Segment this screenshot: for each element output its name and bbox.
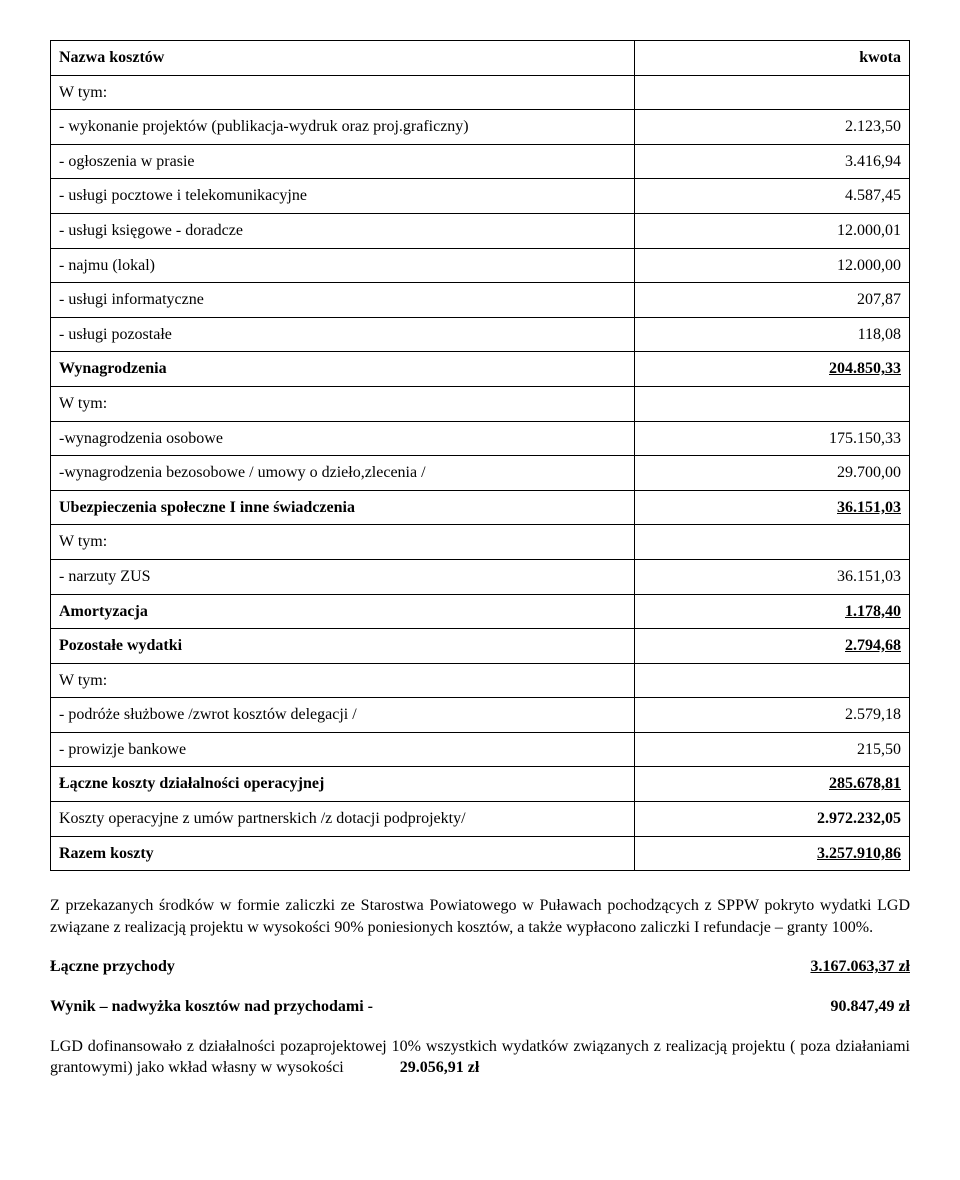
- row-label: - usługi informatyczne: [51, 283, 635, 318]
- row-value: [635, 663, 910, 698]
- row-value: 3.416,94: [635, 144, 910, 179]
- row-value: 175.150,33: [635, 421, 910, 456]
- table-row: - podróże służbowe /zwrot kosztów delega…: [51, 698, 910, 733]
- table-row: W tym:: [51, 75, 910, 110]
- row-value: 215,50: [635, 732, 910, 767]
- header-name: Nazwa kosztów: [51, 41, 635, 76]
- row-value: 29.700,00: [635, 456, 910, 491]
- row-value: 12.000,01: [635, 213, 910, 248]
- table-row: Łączne koszty działalności operacyjnej28…: [51, 767, 910, 802]
- row-value: 2.123,50: [635, 110, 910, 145]
- row-value: 2.972.232,05: [635, 802, 910, 837]
- table-row: - usługi informatyczne207,87: [51, 283, 910, 318]
- row-value: 118,08: [635, 317, 910, 352]
- row-label: Amortyzacja: [51, 594, 635, 629]
- row-label: -wynagrodzenia bezosobowe / umowy o dzie…: [51, 456, 635, 491]
- row-label: - ogłoszenia w prasie: [51, 144, 635, 179]
- table-row: - prowizje bankowe215,50: [51, 732, 910, 767]
- paragraph-1: Z przekazanych środków w formie zaliczki…: [50, 895, 910, 938]
- table-row: - usługi pozostałe118,08: [51, 317, 910, 352]
- row-value: 2.794,68: [635, 629, 910, 664]
- row-value: 2.579,18: [635, 698, 910, 733]
- table-row: Koszty operacyjne z umów partnerskich /z…: [51, 802, 910, 837]
- summary-income: Łączne przychody 3.167.063,37 zł: [50, 956, 910, 978]
- row-value: 36.151,03: [635, 490, 910, 525]
- row-value: 1.178,40: [635, 594, 910, 629]
- row-label: - podróże służbowe /zwrot kosztów delega…: [51, 698, 635, 733]
- row-value: 36.151,03: [635, 559, 910, 594]
- row-label: - prowizje bankowe: [51, 732, 635, 767]
- table-header-row: Nazwa kosztów kwota: [51, 41, 910, 76]
- row-label: W tym:: [51, 525, 635, 560]
- row-label: - usługi pozostałe: [51, 317, 635, 352]
- table-row: W tym:: [51, 663, 910, 698]
- table-row: Pozostałe wydatki2.794,68: [51, 629, 910, 664]
- row-label: Razem koszty: [51, 836, 635, 871]
- summary-result-label: Wynik – nadwyżka kosztów nad przychodami…: [50, 996, 373, 1018]
- row-label: W tym:: [51, 75, 635, 110]
- table-row: Amortyzacja1.178,40: [51, 594, 910, 629]
- row-label: Łączne koszty działalności operacyjnej: [51, 767, 635, 802]
- row-label: W tym:: [51, 663, 635, 698]
- table-row: - najmu (lokal)12.000,00: [51, 248, 910, 283]
- row-label: - usługi pocztowe i telekomunikacyjne: [51, 179, 635, 214]
- row-label: Ubezpieczenia społeczne I inne świadczen…: [51, 490, 635, 525]
- row-label: - usługi księgowe - doradcze: [51, 213, 635, 248]
- table-row: W tym:: [51, 525, 910, 560]
- table-row: - ogłoszenia w prasie3.416,94: [51, 144, 910, 179]
- row-label: Wynagrodzenia: [51, 352, 635, 387]
- table-row: Wynagrodzenia204.850,33: [51, 352, 910, 387]
- row-label: - najmu (lokal): [51, 248, 635, 283]
- row-label: - narzuty ZUS: [51, 559, 635, 594]
- row-label: -wynagrodzenia osobowe: [51, 421, 635, 456]
- table-row: Razem koszty3.257.910,86: [51, 836, 910, 871]
- table-row: - narzuty ZUS36.151,03: [51, 559, 910, 594]
- row-label: Koszty operacyjne z umów partnerskich /z…: [51, 802, 635, 837]
- summary-income-value: 3.167.063,37 zł: [810, 956, 910, 978]
- row-label: Pozostałe wydatki: [51, 629, 635, 664]
- paragraph-2-text: LGD dofinansowało z działalności pozapro…: [50, 1038, 910, 1077]
- table-row: - usługi pocztowe i telekomunikacyjne4.5…: [51, 179, 910, 214]
- paragraph-2-value: 29.056,91 zł: [400, 1059, 480, 1076]
- row-value: 12.000,00: [635, 248, 910, 283]
- row-value: [635, 386, 910, 421]
- row-value: 285.678,81: [635, 767, 910, 802]
- header-amount: kwota: [635, 41, 910, 76]
- summary-income-label: Łączne przychody: [50, 956, 175, 978]
- row-label: W tym:: [51, 386, 635, 421]
- row-value: 207,87: [635, 283, 910, 318]
- row-value: [635, 525, 910, 560]
- table-row: W tym:: [51, 386, 910, 421]
- table-row: - usługi księgowe - doradcze12.000,01: [51, 213, 910, 248]
- row-label: - wykonanie projektów (publikacja-wydruk…: [51, 110, 635, 145]
- costs-table: Nazwa kosztów kwota W tym:- wykonanie pr…: [50, 40, 910, 871]
- table-row: -wynagrodzenia osobowe175.150,33: [51, 421, 910, 456]
- row-value: [635, 75, 910, 110]
- row-value: 3.257.910,86: [635, 836, 910, 871]
- row-value: 4.587,45: [635, 179, 910, 214]
- summary-result: Wynik – nadwyżka kosztów nad przychodami…: [50, 996, 910, 1018]
- table-row: - wykonanie projektów (publikacja-wydruk…: [51, 110, 910, 145]
- paragraph-2: LGD dofinansowało z działalności pozapro…: [50, 1036, 910, 1079]
- table-row: -wynagrodzenia bezosobowe / umowy o dzie…: [51, 456, 910, 491]
- table-row: Ubezpieczenia społeczne I inne świadczen…: [51, 490, 910, 525]
- summary-result-value: 90.847,49 zł: [830, 996, 910, 1018]
- row-value: 204.850,33: [635, 352, 910, 387]
